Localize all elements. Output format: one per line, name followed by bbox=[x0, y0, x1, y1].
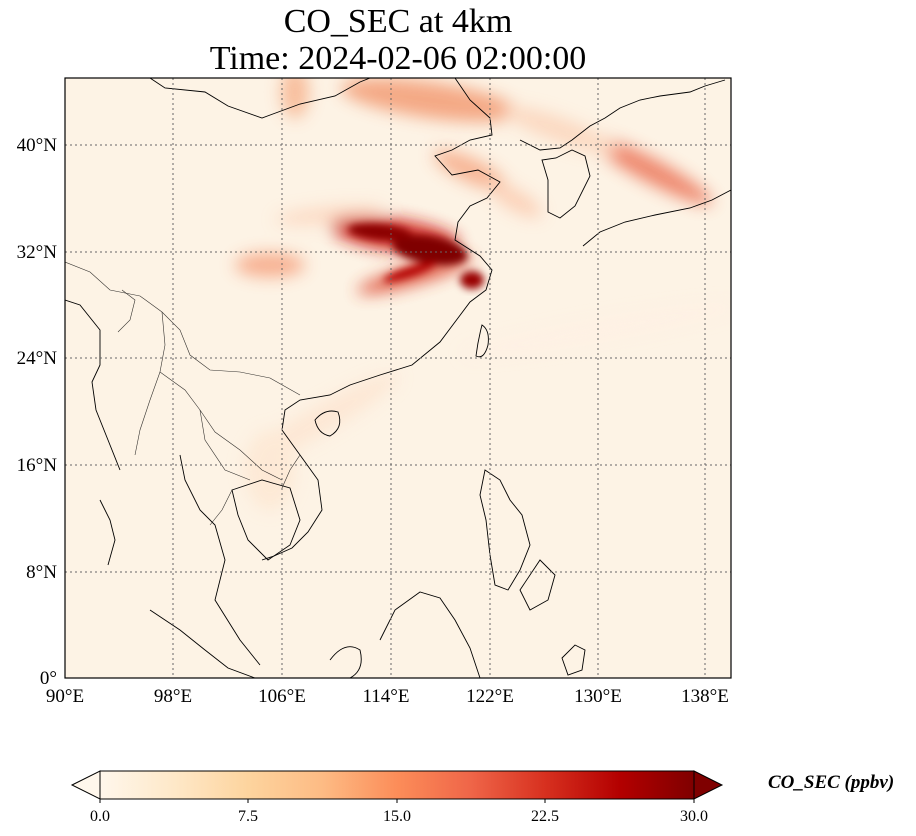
lon-tick-label: 138°E bbox=[681, 686, 729, 707]
map-frame bbox=[64, 77, 732, 679]
lat-tick-label: 32°N bbox=[17, 242, 58, 263]
colorbar-tick-label: 30.0 bbox=[680, 808, 708, 825]
country-borders bbox=[65, 261, 301, 526]
map-title: CO_SEC at 4km bbox=[283, 3, 513, 40]
lat-tick-label: 8°N bbox=[26, 562, 57, 583]
coastlines bbox=[65, 78, 731, 678]
map-gridlines bbox=[65, 78, 731, 678]
lat-tick-label: 16°N bbox=[17, 455, 58, 476]
colorbar-tick-label: 0.0 bbox=[90, 808, 110, 825]
lat-tick-label: 40°N bbox=[17, 135, 58, 156]
lon-tick-labels: 90°E 98°E 106°E 114°E 122°E 130°E 138°E bbox=[46, 686, 729, 707]
colorbar: 0.0 7.5 15.0 22.5 30.0 CO_SEC (ppbv) bbox=[70, 770, 894, 825]
lat-tick-label: 24°N bbox=[17, 348, 58, 369]
lon-tick-label: 114°E bbox=[363, 686, 410, 707]
lon-tick-label: 98°E bbox=[154, 686, 192, 707]
co-concentration-field bbox=[65, 78, 731, 678]
colorbar-extend-low bbox=[70, 770, 101, 800]
lon-tick-label: 130°E bbox=[574, 686, 622, 707]
colorbar-label: CO_SEC (ppbv) bbox=[768, 772, 894, 793]
lon-tick-label: 90°E bbox=[46, 686, 84, 707]
map-subtitle: Time: 2024-02-06 02:00:00 bbox=[209, 40, 587, 77]
colorbar-extend-high bbox=[693, 770, 724, 800]
lat-tick-label: 0° bbox=[40, 668, 57, 689]
lon-tick-label: 106°E bbox=[258, 686, 306, 707]
colorbar-tick-label: 22.5 bbox=[531, 808, 559, 825]
lon-tick-label: 122°E bbox=[466, 686, 514, 707]
colorbar-gradient bbox=[99, 770, 695, 800]
colorbar-tick-label: 15.0 bbox=[383, 808, 411, 825]
colorbar-tick-label: 7.5 bbox=[238, 808, 258, 825]
lat-tick-labels: 0° 8°N 16°N 24°N 32°N 40°N bbox=[17, 135, 58, 689]
